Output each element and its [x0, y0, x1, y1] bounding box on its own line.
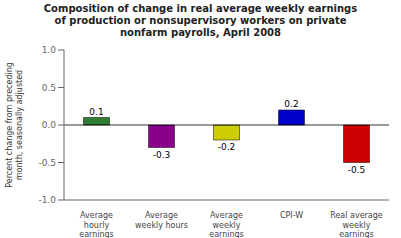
html-text:of production or nonsupervisor: of production or nonsupervisory workers …: [54, 15, 347, 26]
svg-text:Averageweekly hours: Averageweekly hours: [135, 211, 188, 230]
svg-text:-1.0: -1.0: [38, 195, 56, 205]
svg-text:0.0: 0.0: [42, 120, 57, 130]
svg-text:-0.5: -0.5: [38, 158, 56, 168]
svg-text:0.5: 0.5: [42, 83, 56, 93]
svg-text:-0.5: -0.5: [348, 165, 366, 175]
svg-text:Percent change from precedingm: Percent change from precedingmonth, seas…: [8, 62, 24, 188]
svg-text:-0.2: -0.2: [218, 142, 236, 152]
html-text:Composition of change in real: Composition of change in real average we…: [43, 3, 358, 14]
svg-text:0.1: 0.1: [89, 107, 103, 117]
svg-text:Real averageweeklyearnings: Real averageweeklyearnings: [330, 211, 383, 238]
svg-text:0.2: 0.2: [284, 99, 298, 109]
html-text:nonfarm payrolls, April 2008: nonfarm payrolls, April 2008: [120, 27, 281, 38]
svg-text:CPI-W: CPI-W: [280, 211, 303, 220]
svg-text:Averageweeklyearnings: Averageweeklyearnings: [209, 211, 244, 238]
svg-text:-0.3: -0.3: [153, 150, 171, 160]
svg-text:Averagehourlyearnings: Averagehourlyearnings: [79, 211, 114, 238]
svg-text:1.0: 1.0: [42, 45, 57, 55]
